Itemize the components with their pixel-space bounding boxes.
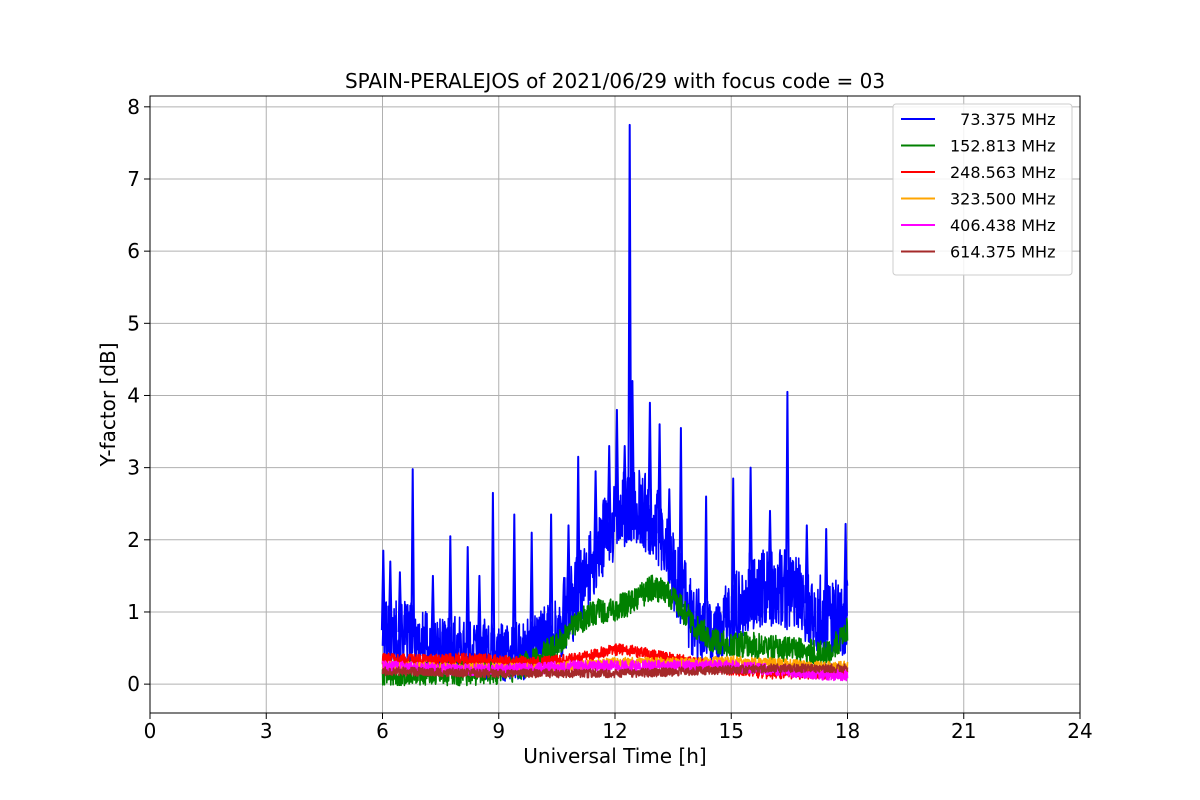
y-tick-label: 4: [127, 383, 140, 407]
y-tick-label: 1: [127, 600, 140, 624]
x-tick-label: 24: [1067, 719, 1092, 743]
x-tick-label: 21: [951, 719, 976, 743]
x-tick-label: 12: [602, 719, 627, 743]
plot-area: [380, 123, 849, 687]
series-peak: [511, 513, 517, 652]
y-tick-label: 6: [127, 239, 140, 263]
series-peak: [548, 513, 554, 632]
legend-entry: 614.375 MHz: [950, 243, 1055, 262]
series-peak: [622, 445, 627, 511]
series-peak: [490, 491, 496, 651]
legend-entry: 152.813 MHz: [950, 137, 1055, 156]
series-peak: [397, 571, 403, 633]
series-peak: [678, 427, 684, 589]
series-peak: [767, 509, 773, 587]
y-tick-label: 3: [127, 456, 140, 480]
legend-box: [892, 103, 1073, 276]
series-peak: [666, 488, 672, 559]
series-peak: [448, 535, 453, 647]
series-peak: [823, 528, 829, 618]
x-tick-label: 15: [719, 719, 744, 743]
y-tick-label: 0: [127, 672, 140, 696]
series-peak: [529, 531, 534, 647]
legend-entry: 406.438 MHz: [950, 216, 1055, 235]
series-peak: [730, 477, 736, 614]
series-peak: [575, 455, 581, 594]
x-tick-label: 6: [376, 719, 389, 743]
y-tick-label: 7: [127, 167, 140, 191]
series-peak: [606, 445, 612, 530]
series-peak: [593, 470, 598, 555]
y-tick-label: 5: [127, 311, 140, 335]
legend-entry: 248.563 MHz: [950, 163, 1055, 182]
legend-entry: 73.375 MHz: [950, 110, 1055, 129]
series-peak: [804, 524, 810, 604]
y-tick-label: 2: [127, 528, 140, 552]
series-peak: [785, 390, 790, 591]
series-peak: [614, 408, 620, 517]
x-tick-label: 18: [835, 719, 860, 743]
series-peak: [657, 423, 662, 534]
series-peak: [477, 574, 482, 649]
series-peak: [748, 466, 753, 591]
series-peak: [703, 495, 709, 632]
series-peak: [566, 524, 571, 610]
series-peak: [630, 380, 635, 506]
series-line: [381, 663, 849, 679]
series-peak: [647, 401, 653, 516]
series-peak: [410, 468, 416, 638]
x-tick-label: 0: [144, 719, 157, 743]
y-tick-label: 8: [127, 95, 140, 119]
series-peak: [387, 560, 393, 631]
x-tick-label: 3: [260, 719, 273, 743]
x-tick-label: 9: [492, 719, 505, 743]
legend-entry: 323.500 MHz: [950, 190, 1055, 209]
series-peak: [380, 549, 386, 631]
y-axis-label: Y-factor [dB]: [96, 342, 120, 467]
x-axis-label: Universal Time [h]: [523, 744, 706, 768]
series-peak: [430, 574, 436, 644]
series-peak: [627, 123, 633, 508]
series-peak: [843, 522, 848, 616]
series-peak: [465, 546, 471, 649]
chart-title: SPAIN-PERALEJOS of 2021/06/29 with focus…: [345, 69, 885, 93]
legend: 73.375 MHz 152.813 MHz 248.563 MHz 323.500 …: [892, 103, 1073, 276]
